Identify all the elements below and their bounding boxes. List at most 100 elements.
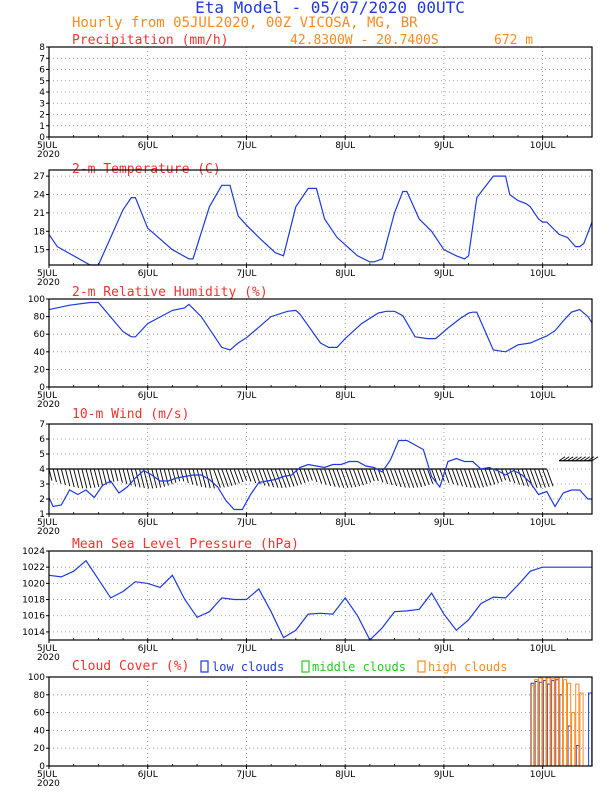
panel-wind: 1 2 3 4 5 6 7 5JUL 6JUL 7JUL 8JUL 9JUL 10JUL 2020 — [37, 420, 599, 537]
panel-title-humidity: 2-m Relative Humidity (%) — [72, 285, 268, 300]
wind-barb — [233, 468, 240, 484]
wind-barb — [464, 468, 472, 488]
wind-barb — [455, 468, 464, 487]
wind-barb — [509, 468, 516, 484]
wind-barb — [307, 468, 313, 481]
y-tick-label: 1022 — [22, 563, 45, 573]
x-tick-label: 10JUL — [530, 391, 556, 401]
panel-mslp: 1014 1016 1018 1020 1022 1024 5JUL 6JUL 7JUL 8JUL… — [22, 547, 593, 663]
wind-barb — [151, 468, 158, 489]
series-line-wind — [48, 439, 592, 511]
year-label: 2020 — [37, 278, 60, 288]
y-tick-label: 1024 — [22, 547, 45, 557]
year-label: 2020 — [37, 779, 60, 789]
wind-barb — [93, 468, 100, 488]
y-tick-label: 4 — [39, 465, 45, 475]
x-tick-label: 10JUL — [530, 644, 556, 654]
wind-barb — [130, 468, 137, 487]
wind-barb — [484, 468, 492, 486]
y-tick-label: 80 — [34, 691, 46, 701]
wind-barb — [365, 468, 372, 483]
y-tick-label: 15 — [34, 246, 45, 256]
x-tick-label: 9JUL — [434, 391, 454, 401]
wind-barb — [369, 468, 375, 482]
wind-barb — [295, 468, 302, 485]
wind-barb — [439, 468, 445, 482]
wind-barb — [303, 468, 310, 482]
panel-frame — [48, 676, 593, 767]
panel-title-wind: 10-m Wind (m/s) — [72, 407, 189, 422]
panel-frame — [48, 169, 593, 266]
wind-barb — [155, 468, 162, 488]
legend-low-clouds: low clouds — [212, 660, 284, 674]
wind-barb — [320, 468, 327, 485]
x-tick-label: 5JUL — [37, 141, 57, 151]
wind-barb — [468, 468, 476, 488]
x-tick-label: 6JUL — [138, 518, 158, 528]
wind-barb — [533, 468, 542, 488]
wind-barb — [192, 468, 198, 486]
wind-barb — [529, 468, 538, 488]
wind-barb — [106, 468, 111, 484]
y-tick-label: 4 — [39, 88, 45, 98]
x-tick-label: 7JUL — [236, 770, 256, 780]
wind-barb — [567, 456, 574, 462]
y-tick-label: 1014 — [22, 628, 45, 638]
x-tick-label: 6JUL — [138, 269, 158, 279]
wind-barb — [147, 468, 154, 489]
y-tick-label: 1018 — [22, 596, 45, 606]
wind-barb — [340, 468, 349, 488]
wind-barb — [583, 456, 591, 462]
wind-barb — [241, 468, 247, 481]
wind-barb — [283, 468, 291, 488]
wind-barb — [52, 468, 57, 483]
year-label: 2020 — [37, 150, 60, 160]
wind-barb — [447, 468, 454, 485]
y-tick-label: 0 — [39, 762, 45, 772]
wind-barb — [102, 468, 107, 485]
wind-barb — [200, 468, 207, 488]
wind-barb — [56, 468, 62, 484]
x-tick-label: 6JUL — [138, 644, 158, 654]
x-tick-label: 7JUL — [236, 518, 256, 528]
wind-barb — [406, 468, 415, 488]
y-tick-label: 20 — [34, 365, 46, 375]
panel-title-precipitation: Precipitation (mm/h) — [72, 33, 229, 48]
y-tick-label: 3 — [39, 99, 45, 109]
wind-barb — [476, 468, 484, 488]
wind-barb — [250, 468, 257, 484]
wind-barb — [77, 468, 84, 489]
wind-barb — [81, 468, 88, 489]
series-line-mslp — [48, 559, 592, 642]
x-tick-label: 7JUL — [236, 391, 256, 401]
x-tick-label: 5JUL — [37, 770, 57, 780]
y-tick-label: 5 — [39, 77, 45, 87]
wind-barb — [246, 468, 252, 482]
wind-barb — [431, 468, 437, 483]
x-tick-label: 8JUL — [335, 141, 355, 151]
legend-high-clouds: high clouds — [428, 660, 507, 674]
wind-barb — [143, 468, 149, 489]
legend-swatch-high — [417, 660, 426, 673]
y-tick-label: 20 — [34, 744, 46, 754]
x-tick-label: 7JUL — [236, 141, 256, 151]
panel-frame — [48, 423, 593, 515]
year-label: 2020 — [37, 527, 60, 537]
wind-barb — [328, 468, 336, 487]
wind-barb — [348, 468, 357, 488]
wind-barb — [208, 468, 215, 489]
wind-barb — [225, 468, 233, 486]
wind-barb — [171, 468, 177, 483]
wind-barb — [361, 468, 368, 485]
wind-barb — [262, 468, 270, 487]
panel-temp: 15 18 21 24 27 5JUL 6JUL 7JUL 8JUL 9JUL 10JUL 2020 — [34, 169, 593, 288]
wind-barb — [488, 468, 496, 485]
wind-barb — [270, 468, 279, 488]
legend-swatch-low — [200, 660, 209, 673]
wind-barb — [299, 468, 306, 484]
wind-barb — [472, 468, 480, 488]
y-tick-label: 5 — [39, 450, 45, 460]
